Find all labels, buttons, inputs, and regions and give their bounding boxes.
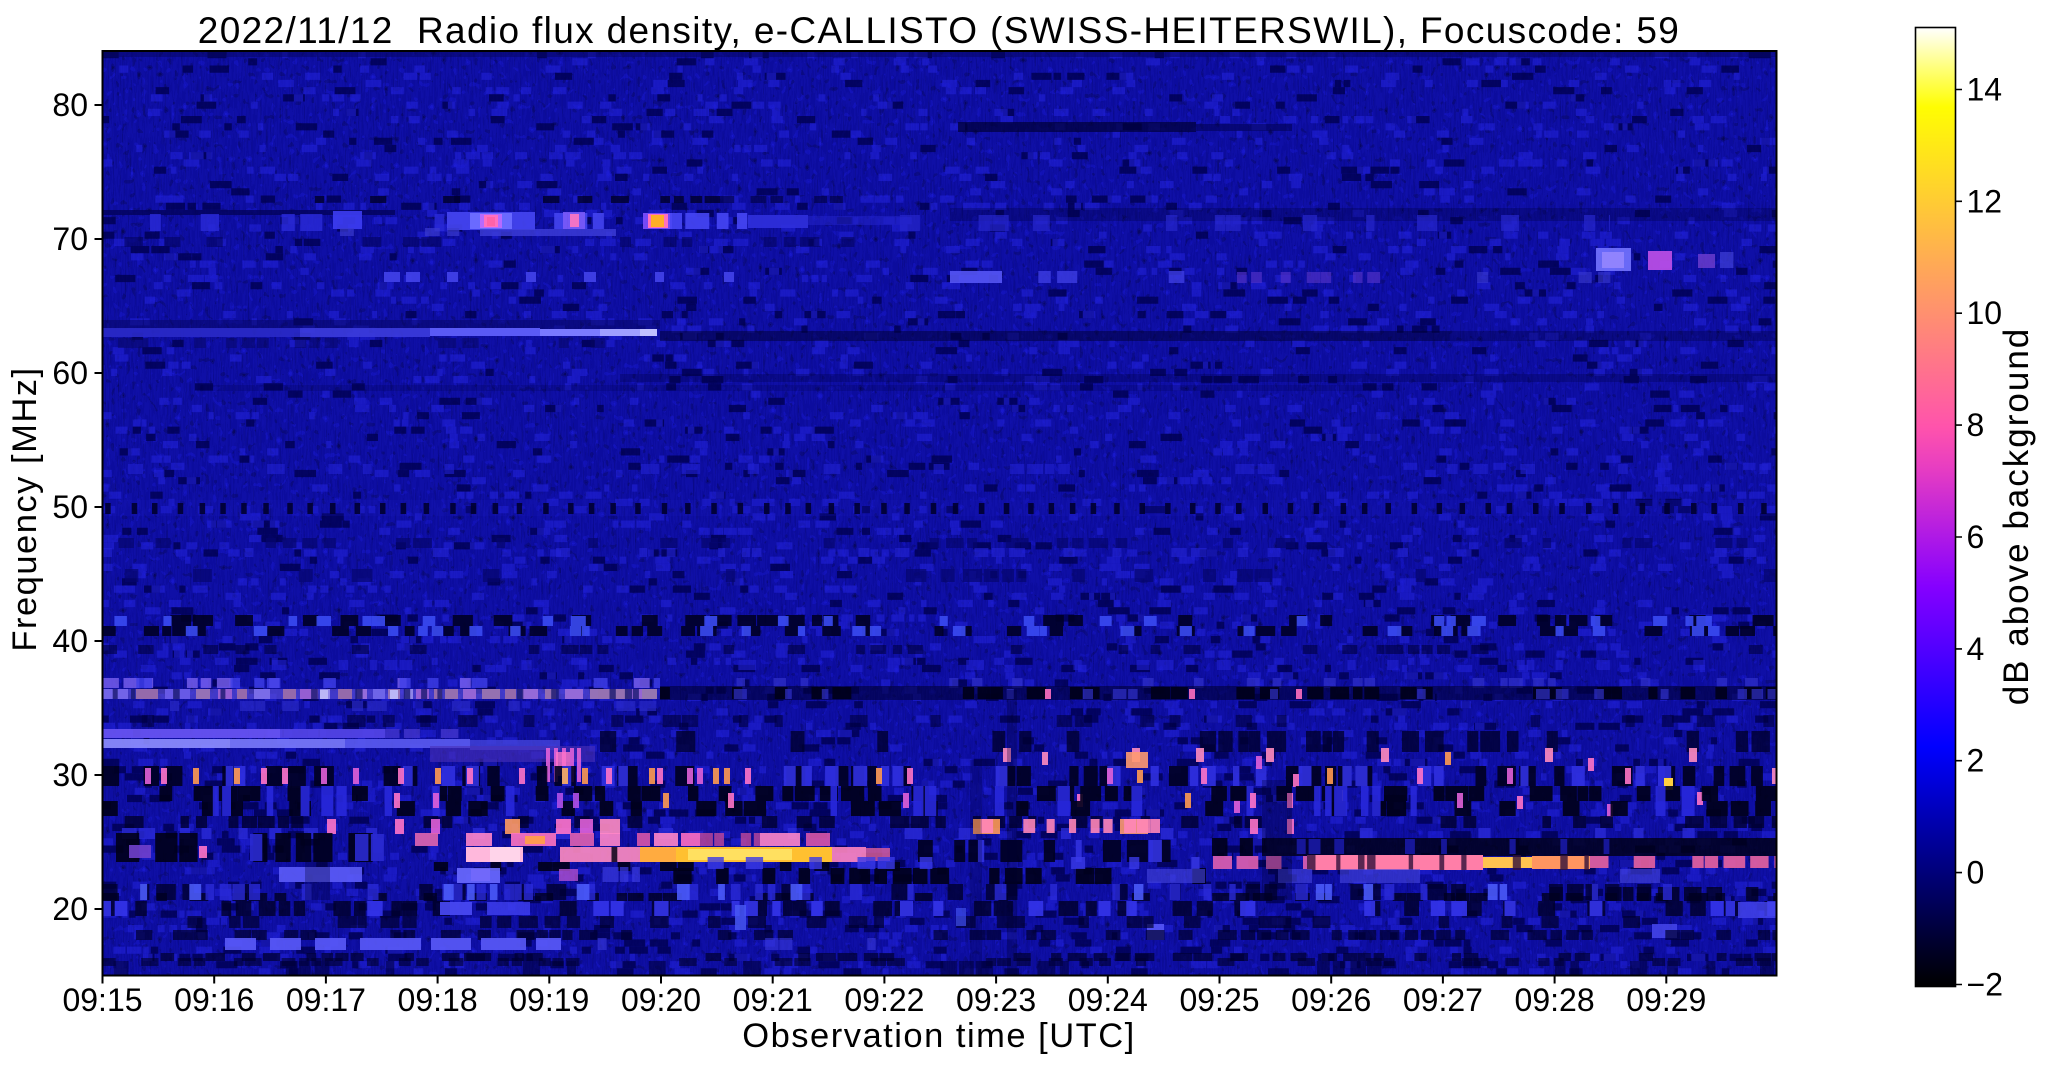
svg-text:09:15: 09:15 xyxy=(62,982,142,1018)
svg-text:70: 70 xyxy=(52,221,88,257)
svg-text:09:24: 09:24 xyxy=(1068,982,1148,1018)
svg-text:Observation time [UTC]: Observation time [UTC] xyxy=(742,1017,1135,1055)
svg-text:09:28: 09:28 xyxy=(1515,982,1595,1018)
svg-text:09:17: 09:17 xyxy=(286,982,366,1018)
svg-text:40: 40 xyxy=(52,623,88,659)
svg-text:2022/11/12 Radio flux density: 2022/11/12 Radio flux density, e-CALLIST… xyxy=(198,10,1680,51)
svg-text:09:27: 09:27 xyxy=(1403,982,1483,1018)
svg-text:09:29: 09:29 xyxy=(1626,982,1706,1018)
svg-text:80: 80 xyxy=(52,87,88,123)
svg-text:60: 60 xyxy=(52,355,88,391)
svg-text:14: 14 xyxy=(1967,72,2003,108)
svg-text:30: 30 xyxy=(52,757,88,793)
svg-text:09:26: 09:26 xyxy=(1291,982,1371,1018)
svg-text:50: 50 xyxy=(52,489,88,525)
svg-text:09:22: 09:22 xyxy=(844,982,924,1018)
svg-text:2: 2 xyxy=(1967,743,1985,779)
svg-text:6: 6 xyxy=(1967,519,1985,555)
svg-text:Frequency [MHz]: Frequency [MHz] xyxy=(6,366,44,651)
svg-text:12: 12 xyxy=(1967,183,2003,219)
svg-text:09:21: 09:21 xyxy=(733,982,813,1018)
svg-text:09:18: 09:18 xyxy=(398,982,478,1018)
svg-text:09:23: 09:23 xyxy=(956,982,1036,1018)
svg-text:0: 0 xyxy=(1967,855,1985,891)
svg-text:09:25: 09:25 xyxy=(1179,982,1259,1018)
svg-text:8: 8 xyxy=(1967,407,1985,443)
svg-text:09:16: 09:16 xyxy=(174,982,254,1018)
svg-text:−2: −2 xyxy=(1967,967,2003,1003)
svg-text:20: 20 xyxy=(52,891,88,927)
svg-text:09:19: 09:19 xyxy=(509,982,589,1018)
svg-text:dB above background: dB above background xyxy=(1997,327,2036,706)
svg-text:10: 10 xyxy=(1967,295,2003,331)
svg-text:09:20: 09:20 xyxy=(621,982,701,1018)
svg-text:4: 4 xyxy=(1967,631,1985,667)
